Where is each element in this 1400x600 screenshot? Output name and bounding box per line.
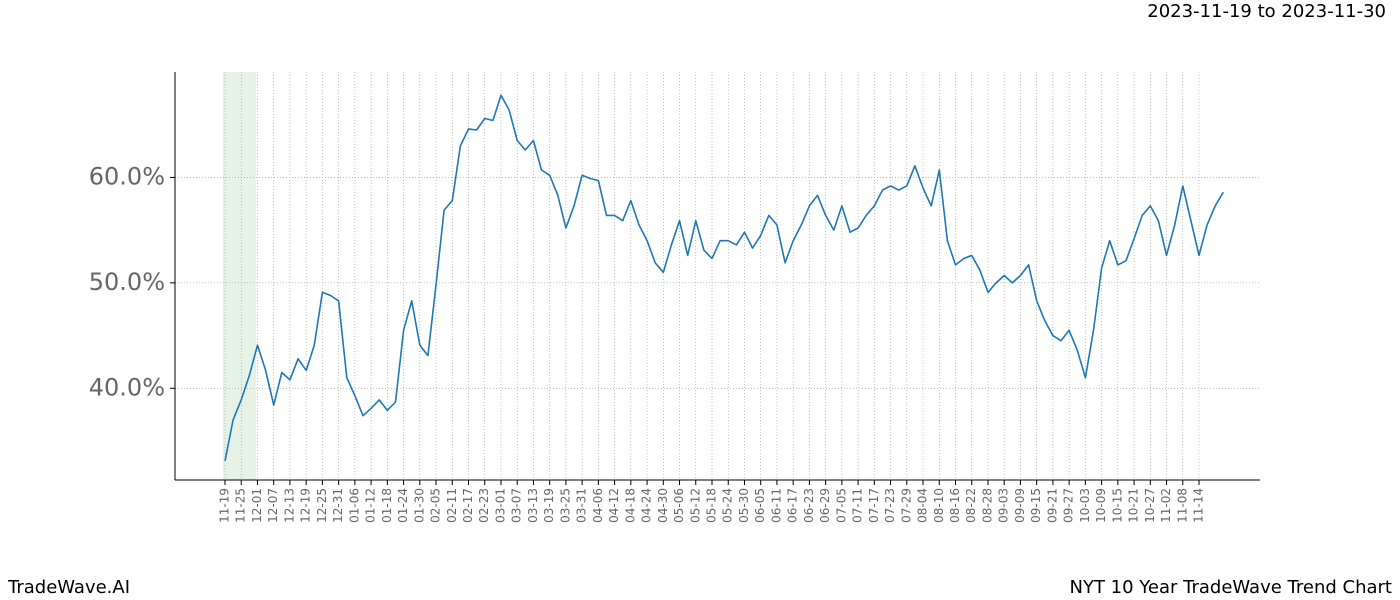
x-tick-label: 07-23 xyxy=(883,488,897,523)
x-tick-label: 05-24 xyxy=(721,488,735,523)
y-tick-label: 40.0% xyxy=(89,373,165,401)
x-tick-label: 09-21 xyxy=(1045,488,1059,523)
x-tick-label: 05-12 xyxy=(688,488,702,523)
x-tick-label: 06-11 xyxy=(769,488,783,523)
trend-line xyxy=(224,94,1224,462)
caption: NYT 10 Year TradeWave Trend Chart xyxy=(1070,577,1393,598)
x-tick-label: 03-07 xyxy=(510,488,524,523)
x-tick-label: 10-09 xyxy=(1094,488,1108,523)
x-tick-label: 01-12 xyxy=(364,488,378,523)
x-tick-label: 06-17 xyxy=(786,488,800,523)
x-tick-label: 11-02 xyxy=(1159,488,1173,523)
x-tick-label: 03-31 xyxy=(575,488,589,523)
x-tick-label: 03-25 xyxy=(558,488,572,523)
x-tick-label: 04-30 xyxy=(656,488,670,523)
x-tick-label: 10-15 xyxy=(1110,488,1124,523)
x-tick-label: 08-22 xyxy=(964,488,978,523)
x-tick-label: 12-25 xyxy=(315,488,329,523)
x-tick-label: 05-18 xyxy=(705,488,719,523)
x-tick-label: 01-18 xyxy=(380,488,394,523)
x-tick-label: 11-19 xyxy=(218,488,232,523)
x-tick-label: 02-11 xyxy=(445,488,459,523)
x-tick-label: 04-18 xyxy=(623,488,637,523)
x-tick-label: 08-16 xyxy=(948,488,962,523)
x-tick-label: 11-25 xyxy=(234,488,248,523)
x-tick-label: 10-03 xyxy=(1078,488,1092,523)
x-tick-label: 07-05 xyxy=(834,488,848,523)
x-tick-label: 01-30 xyxy=(412,488,426,523)
x-tick-label: 09-27 xyxy=(1062,488,1076,523)
x-tick-label: 02-05 xyxy=(429,488,443,523)
x-tick-label: 09-03 xyxy=(997,488,1011,523)
x-tick-label: 10-21 xyxy=(1127,488,1141,523)
x-tick-label: 09-09 xyxy=(1013,488,1027,523)
x-tick-label: 06-29 xyxy=(818,488,832,523)
highlight-span xyxy=(223,72,256,480)
x-tick-label: 07-29 xyxy=(899,488,913,523)
x-tick-label: 05-30 xyxy=(737,488,751,523)
x-tick-label: 03-19 xyxy=(542,488,556,523)
x-tick-label: 03-13 xyxy=(526,488,540,523)
x-tick-label: 06-05 xyxy=(753,488,767,523)
x-tick-label: 02-23 xyxy=(477,488,491,523)
x-tick-label: 10-27 xyxy=(1143,488,1157,523)
x-tick-label: 04-12 xyxy=(607,488,621,523)
x-tick-label: 07-11 xyxy=(851,488,865,523)
brand: TradeWave.AI xyxy=(7,577,130,598)
y-tick-label: 50.0% xyxy=(89,268,165,296)
x-tick-label: 12-07 xyxy=(266,488,280,523)
x-tick-label: 04-06 xyxy=(591,488,605,523)
x-tick-label: 12-31 xyxy=(331,488,345,523)
x-tick-label: 01-06 xyxy=(347,488,361,523)
y-tick-label: 60.0% xyxy=(89,162,165,190)
x-tick-label: 02-17 xyxy=(461,488,475,523)
x-tick-label: 08-10 xyxy=(932,488,946,523)
x-tick-label: 08-04 xyxy=(916,488,930,523)
x-tick-label: 12-13 xyxy=(282,488,296,523)
x-tick-label: 08-28 xyxy=(980,488,994,523)
chart-title: 2023-11-19 to 2023-11-30 xyxy=(1147,1,1386,22)
x-tick-label: 12-01 xyxy=(250,488,264,523)
x-tick-label: 03-01 xyxy=(493,488,507,523)
x-tick-label: 11-08 xyxy=(1175,488,1189,523)
x-tick-label: 12-19 xyxy=(299,488,313,523)
x-tick-label: 07-17 xyxy=(867,488,881,523)
x-tick-label: 04-24 xyxy=(640,488,654,523)
x-tick-label: 11-14 xyxy=(1192,488,1206,523)
x-tick-label: 09-15 xyxy=(1029,488,1043,523)
x-tick-label: 06-23 xyxy=(802,488,816,523)
x-tick-label: 01-24 xyxy=(396,488,410,523)
x-tick-label: 05-06 xyxy=(672,488,686,523)
